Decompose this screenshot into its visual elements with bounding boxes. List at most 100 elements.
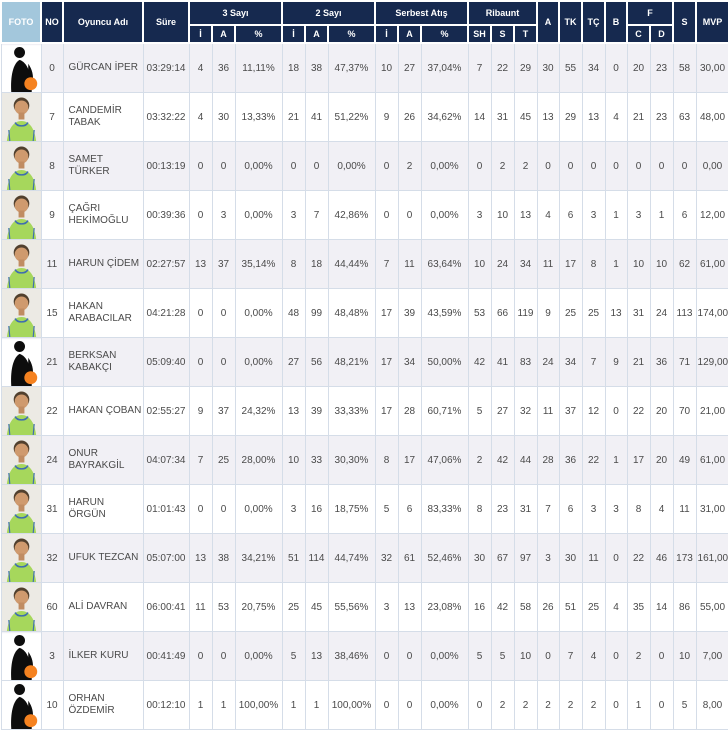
stat-cell-fd: 23 <box>649 92 674 142</box>
stat-cell-b: 3 <box>604 484 628 534</box>
stat-cell-s: 5 <box>672 680 697 730</box>
stat-cell-p2a: 0 <box>304 141 329 191</box>
stat-cell-fta: 0 <box>397 631 422 681</box>
stat-cell-tc: 22 <box>581 435 606 485</box>
stat-cell-rs: 22 <box>490 42 515 93</box>
stat-cell-time: 04:07:34 <box>142 435 190 485</box>
stat-cell-a: 11 <box>536 386 560 436</box>
stat-cell-tc: 11 <box>581 533 606 583</box>
stat-cell-mvp: 174,00 <box>695 288 728 338</box>
stat-cell-mvp: 0,00 <box>695 141 728 191</box>
stat-cell-s: 71 <box>672 337 697 387</box>
stat-cell-mvp: 21,00 <box>695 386 728 436</box>
stat-cell-s: 86 <box>672 582 697 632</box>
stat-cell-a: 9 <box>536 288 560 338</box>
stat-cell-fc: 31 <box>626 288 651 338</box>
stat-cell-mvp: 31,00 <box>695 484 728 534</box>
stat-cell-time: 00:39:36 <box>142 190 190 240</box>
stat-cell-a: 13 <box>536 92 560 142</box>
stat-cell-p3a: 0 <box>211 337 236 387</box>
stat-cell-fta: 0 <box>397 190 422 240</box>
table-row: 31 HARUN ÖRGÜN 01:01:43 0 0 0,00% 3 16 18,75% 5 6 8… <box>0 484 728 534</box>
stat-cell-p3p: 28,00% <box>234 435 283 485</box>
stat-cell-rt: 45 <box>513 92 538 142</box>
stat-cell-ftp: 0,00% <box>420 190 469 240</box>
stat-cell-p2i: 13 <box>281 386 306 436</box>
stat-cell-ftp: 47,06% <box>420 435 469 485</box>
stat-cell-time: 03:32:22 <box>142 92 190 142</box>
stat-cell-fti: 9 <box>374 92 399 142</box>
stat-cell-b: 0 <box>604 533 628 583</box>
stat-cell-p3a: 3 <box>211 190 236 240</box>
player-photo <box>2 240 40 288</box>
stat-cell-a: 24 <box>536 337 560 387</box>
stat-cell-p2a: 45 <box>304 582 329 632</box>
player-silhouette-icon <box>2 633 40 680</box>
stat-cell-mvp: 30,00 <box>695 42 728 93</box>
stat-cell-ftp: 50,00% <box>420 337 469 387</box>
stat-cell-time: 00:13:19 <box>142 141 190 191</box>
player-name: ORHAN ÖZDEMİR <box>62 680 144 730</box>
stat-cell-b: 1 <box>604 435 628 485</box>
player-name: HAKAN ÇOBAN <box>62 386 144 436</box>
player-number: 15 <box>40 288 64 338</box>
stat-cell-rs: 2 <box>490 141 515 191</box>
stat-cell-p3i: 1 <box>188 680 213 730</box>
stat-cell-tc: 0 <box>581 141 606 191</box>
player-photo-cell <box>0 92 42 142</box>
stat-cell-b: 0 <box>604 631 628 681</box>
stat-cell-p3i: 7 <box>188 435 213 485</box>
stat-cell-tc: 25 <box>581 288 606 338</box>
stat-cell-rs: 66 <box>490 288 515 338</box>
stat-cell-p3p: 13,33% <box>234 92 283 142</box>
player-photo <box>2 583 40 631</box>
stat-cell-s: 11 <box>672 484 697 534</box>
stat-cell-tc: 4 <box>581 631 606 681</box>
stat-cell-tc: 3 <box>581 484 606 534</box>
stat-cell-tk: 2 <box>558 680 583 730</box>
stat-cell-p2p: 18,75% <box>327 484 376 534</box>
stat-cell-rt: 97 <box>513 533 538 583</box>
stat-cell-ftp: 0,00% <box>420 680 469 730</box>
stat-cell-p3i: 4 <box>188 42 213 93</box>
stat-cell-p3a: 0 <box>211 631 236 681</box>
table-row: 24 ONUR BAYRAKGİL 04:07:34 7 25 28,00% 10 33 30,… <box>0 435 728 485</box>
stat-cell-p2a: 16 <box>304 484 329 534</box>
player-photo <box>2 191 40 239</box>
table-row: 15 HAKAN ARABACILAR 04:21:28 0 0 0,00% 48 99 48,… <box>0 288 728 338</box>
stat-cell-p2a: 33 <box>304 435 329 485</box>
table-row: 7 CANDEMİR TABAK 03:32:22 4 30 13,33% 21 41 51,2… <box>0 92 728 142</box>
stat-cell-rt: 13 <box>513 190 538 240</box>
stat-cell-p3p: 0,00% <box>234 337 283 387</box>
stat-cell-rsh: 5 <box>467 386 492 436</box>
stat-cell-tc: 7 <box>581 337 606 387</box>
stat-cell-tc: 25 <box>581 582 606 632</box>
stat-cell-fti: 17 <box>374 386 399 436</box>
player-photo-cell <box>0 582 42 632</box>
stat-cell-tc: 13 <box>581 92 606 142</box>
stat-cell-ftp: 83,33% <box>420 484 469 534</box>
stat-cell-p2p: 30,30% <box>327 435 376 485</box>
stat-cell-fti: 8 <box>374 435 399 485</box>
stat-cell-p2i: 3 <box>281 190 306 240</box>
player-number: 10 <box>40 680 64 730</box>
header-time: Süre <box>142 0 190 44</box>
player-name: ÇAĞRI HEKİMOĞLU <box>62 190 144 240</box>
stat-cell-rt: 44 <box>513 435 538 485</box>
stat-cell-ftp: 60,71% <box>420 386 469 436</box>
stat-cell-p2p: 100,00% <box>327 680 376 730</box>
stat-cell-tc: 2 <box>581 680 606 730</box>
stat-cell-ftp: 34,62% <box>420 92 469 142</box>
stat-cell-tc: 8 <box>581 239 606 289</box>
table-row: 11 HARUN ÇİDEM 02:27:57 13 37 35,14% 8 18 44,44%… <box>0 239 728 289</box>
stat-cell-fc: 21 <box>626 92 651 142</box>
stat-cell-tk: 30 <box>558 533 583 583</box>
stat-cell-a: 28 <box>536 435 560 485</box>
stat-cell-p2a: 114 <box>304 533 329 583</box>
player-number: 21 <box>40 337 64 387</box>
stat-cell-s: 10 <box>672 631 697 681</box>
stat-cell-ftp: 52,46% <box>420 533 469 583</box>
stat-cell-rsh: 0 <box>467 680 492 730</box>
player-name: HARUN ÇİDEM <box>62 239 144 289</box>
player-name: HAKAN ARABACILAR <box>62 288 144 338</box>
